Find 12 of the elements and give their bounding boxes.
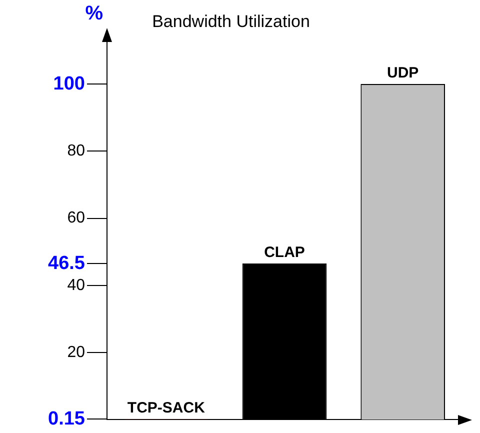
y-tick-label: 46.5 [48,252,86,274]
y-tick-label: 100 [53,73,85,94]
y-tick-label: 40 [67,276,86,294]
x-tick-label: CLAP [264,244,305,262]
chart-title: Bandwidth Utilization [152,12,310,31]
y-tick-label: 60 [67,210,86,227]
x-tick-label: TCP-SACK [127,400,206,417]
y-tick-label: 20 [67,344,86,361]
x-tick-label: UDP [386,64,419,82]
y-tick-label: 80 [67,142,86,160]
y-tick-label: 0.15 [48,408,86,430]
y-axis-title: % [85,2,104,25]
